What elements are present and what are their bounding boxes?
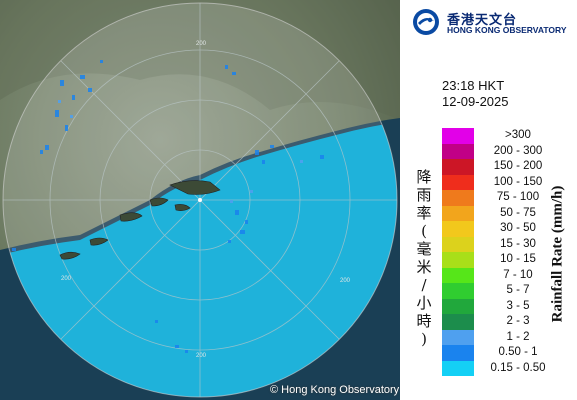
legend-swatch [442,205,474,221]
radar-map: 200 200 200 200 © Hong Kong Observatory [0,0,400,400]
legend-range-labels: >300 200 - 300 150 - 200 100 - 150 75 - 100 5… [478,128,558,376]
legend-range-label: 75 - 100 [496,191,540,203]
legend-swatch [442,190,474,206]
legend-swatch [442,236,474,252]
legend-swatch [442,267,474,283]
hko-logo-icon [413,9,439,35]
range-ring-label-east: 200 [340,278,351,284]
legend-range-label: 200 - 300 [493,144,543,157]
legend-swatch [442,314,474,330]
copyright-notice: © Hong Kong Observatory [270,384,400,396]
legend-swatch [442,221,474,237]
legend-range-label: 1 - 2 [506,330,530,343]
radar-map-graphic: 200 200 200 200 [0,0,400,400]
legend-range-label: 5 - 7 [506,284,530,296]
legend-swatch [442,174,474,190]
legend-swatch [442,345,474,361]
legend-range-label: 7 - 10 [503,268,533,281]
legend-range-label: >300 [505,129,531,141]
legend-range-label: 3 - 5 [506,299,530,312]
legend-panel: 香港天文台 HONG KONG OBSERVATORY 23:18 HKT 12… [400,0,577,400]
range-ring-label-south: 200 [196,353,207,359]
range-ring-label-north: 200 [196,41,207,47]
legend-color-scale [442,128,474,376]
legend-swatch [442,329,474,345]
legend-swatch [442,360,474,376]
legend-swatch [442,128,474,144]
legend-range-label: 0.15 - 0.50 [490,361,546,374]
legend-swatch [442,298,474,314]
legend-swatch [442,283,474,299]
legend-title-en: Rainfall Rate (mm/h) [549,185,566,323]
legend-swatch [442,143,474,159]
observation-time: 23:18 HKT [442,78,505,93]
legend-title-cn: 降雨率(毫米 / 小時) [416,168,432,348]
legend-range-label: 10 - 15 [500,253,536,265]
legend-swatch [442,159,474,175]
legend-range-label: 150 - 200 [493,160,543,172]
org-name-en: HONG KONG OBSERVATORY [447,25,567,35]
range-ring-label-west: 200 [61,276,72,282]
radar-station-marker [198,198,202,202]
legend-swatch [442,252,474,268]
legend-range-label: 50 - 75 [500,206,536,219]
hko-logo: 香港天文台 HONG KONG OBSERVATORY [412,8,572,38]
legend-range-label: 100 - 150 [493,175,543,188]
legend-range-label: 15 - 30 [500,237,536,250]
org-name-cn: 香港天文台 [447,12,518,27]
observation-date: 12-09-2025 [442,94,509,109]
legend-range-label: 30 - 50 [500,222,536,234]
legend-range-label: 0.50 - 1 [498,346,538,358]
legend-range-label: 2 - 3 [506,315,530,327]
